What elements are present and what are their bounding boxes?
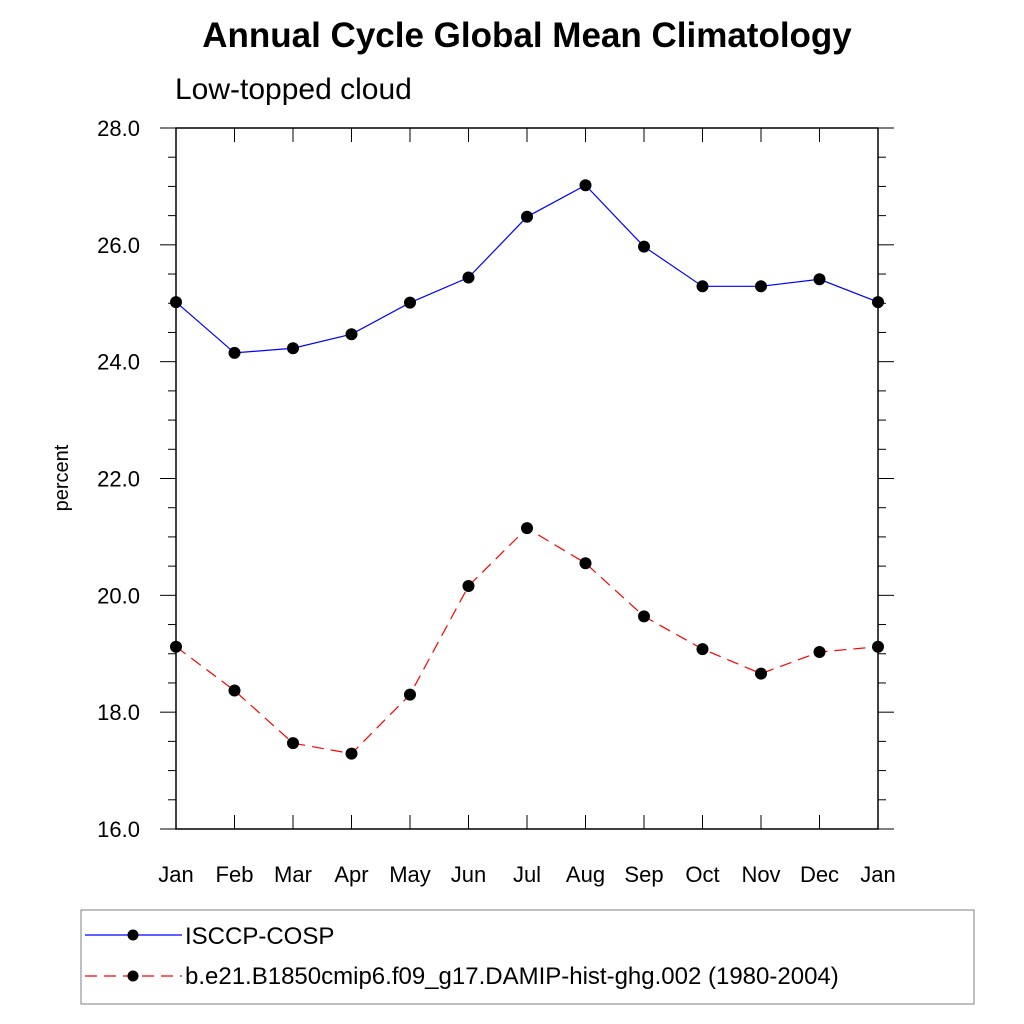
x-tick-label: Jan — [860, 862, 895, 887]
legend-marker-isccp-cosp — [127, 929, 139, 941]
legend-label-isccp-cosp: ISCCP-COSP — [185, 923, 334, 950]
x-tick-label: Aug — [566, 862, 605, 887]
data-point — [872, 296, 884, 309]
legend-box — [80, 909, 975, 1005]
data-point — [521, 210, 533, 223]
x-tick-label: May — [389, 862, 431, 887]
x-tick-label: Jan — [158, 862, 193, 887]
data-point — [755, 667, 767, 680]
data-point — [696, 280, 709, 293]
data-point — [170, 640, 182, 653]
data-point — [345, 328, 358, 341]
x-tick-label: Mar — [274, 862, 312, 887]
x-tick-label: Feb — [216, 862, 254, 887]
y-tick-label: 16.0 — [97, 817, 140, 842]
y-axis-label: percent — [51, 444, 73, 511]
legend-marker-model — [127, 970, 139, 982]
chart-title: Annual Cycle Global Mean Climatology — [202, 16, 852, 55]
x-tick-label: Dec — [800, 862, 839, 887]
x-tick-labels: Jan Feb Mar Apr May Jun Jul Aug Sep Oct Nov Dec Jan — [158, 862, 895, 887]
legend: ISCCP-COSP b.e21.B1850cmip6.f09_g17.DAMI… — [80, 909, 975, 1005]
data-point — [404, 688, 416, 701]
y-tick-label: 28.0 — [97, 116, 140, 141]
data-point — [696, 643, 709, 656]
legend-label-model: b.e21.B1850cmip6.f09_g17.DAMIP-hist-ghg.… — [185, 963, 839, 990]
y-tick-label: 24.0 — [97, 350, 140, 375]
data-point — [872, 640, 884, 653]
data-point — [521, 522, 533, 535]
data-point — [462, 579, 475, 592]
x-tick-label: Jul — [513, 862, 541, 887]
axis-ticks — [160, 127, 894, 830]
x-tick-label: Oct — [685, 862, 719, 887]
data-point — [287, 342, 299, 355]
y-tick-label: 20.0 — [97, 583, 140, 608]
x-tick-label: Jun — [451, 862, 486, 887]
data-point — [813, 273, 826, 286]
x-tick-label: Apr — [334, 862, 368, 887]
y-tick-labels: 16.0 18.0 20.0 22.0 24.0 26.0 28.0 — [97, 116, 140, 842]
plot-frame — [175, 127, 879, 830]
data-point — [813, 645, 826, 658]
data-point — [404, 296, 416, 309]
y-tick-label: 22.0 — [97, 467, 140, 492]
series-layer — [170, 179, 884, 760]
data-point — [755, 280, 767, 293]
data-point — [638, 240, 650, 253]
data-point — [462, 271, 475, 284]
data-point — [345, 747, 358, 760]
y-tick-label: 26.0 — [97, 233, 140, 258]
data-point — [170, 296, 182, 309]
x-tick-label: Sep — [624, 862, 663, 887]
data-point — [287, 737, 299, 750]
series-line-isccp-cosp — [175, 184, 879, 354]
data-point — [638, 610, 650, 623]
chart-subtitle: Low-topped cloud — [175, 73, 412, 106]
y-tick-label: 18.0 — [97, 700, 140, 725]
data-point — [228, 684, 241, 697]
x-tick-label: Nov — [741, 862, 780, 887]
series-line-b-e21-b1850cmip6-f09-g17 — [175, 527, 879, 755]
data-point — [579, 179, 592, 192]
data-point — [228, 346, 241, 359]
data-point — [579, 557, 592, 570]
